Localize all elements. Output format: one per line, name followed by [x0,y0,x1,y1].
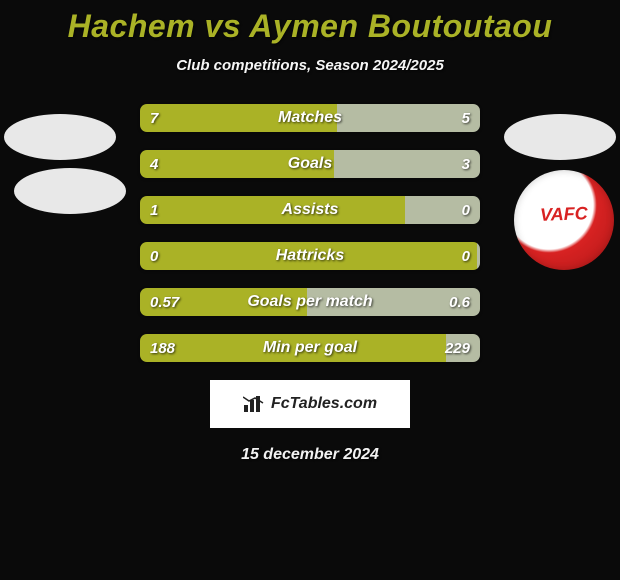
stat-bar: 188229Min per goal [140,334,480,362]
player-left-photo-1 [4,114,116,160]
stat-bar: 0.570.6Goals per match [140,288,480,316]
bar-chart-icon [243,395,265,413]
team-right-logo: VAFC [514,170,614,270]
brand-badge[interactable]: FcTables.com [210,380,410,428]
brand-text: FcTables.com [271,395,377,413]
stats-container: 75Matches 43Goals 10Assists 00Hattricks 0.57… [140,104,480,362]
stat-label: Matches [140,104,480,132]
stat-label: Assists [140,196,480,224]
stat-label: Hattricks [140,242,480,270]
team-right-logo-text: VAFC [540,203,588,226]
stat-bar: 75Matches [140,104,480,132]
stat-bar: 43Goals [140,150,480,178]
stat-label: Min per goal [140,334,480,362]
player-right-photo [504,114,616,160]
stat-label: Goals per match [140,288,480,316]
stat-label: Goals [140,150,480,178]
page-subtitle: Club competitions, Season 2024/2025 [0,57,620,74]
date-text: 15 december 2024 [0,446,620,464]
player-left-photo-2 [14,168,126,214]
page-title: Hachem vs Aymen Boutoutaou [0,0,620,45]
stat-bar: 10Assists [140,196,480,224]
stat-bar: 00Hattricks [140,242,480,270]
